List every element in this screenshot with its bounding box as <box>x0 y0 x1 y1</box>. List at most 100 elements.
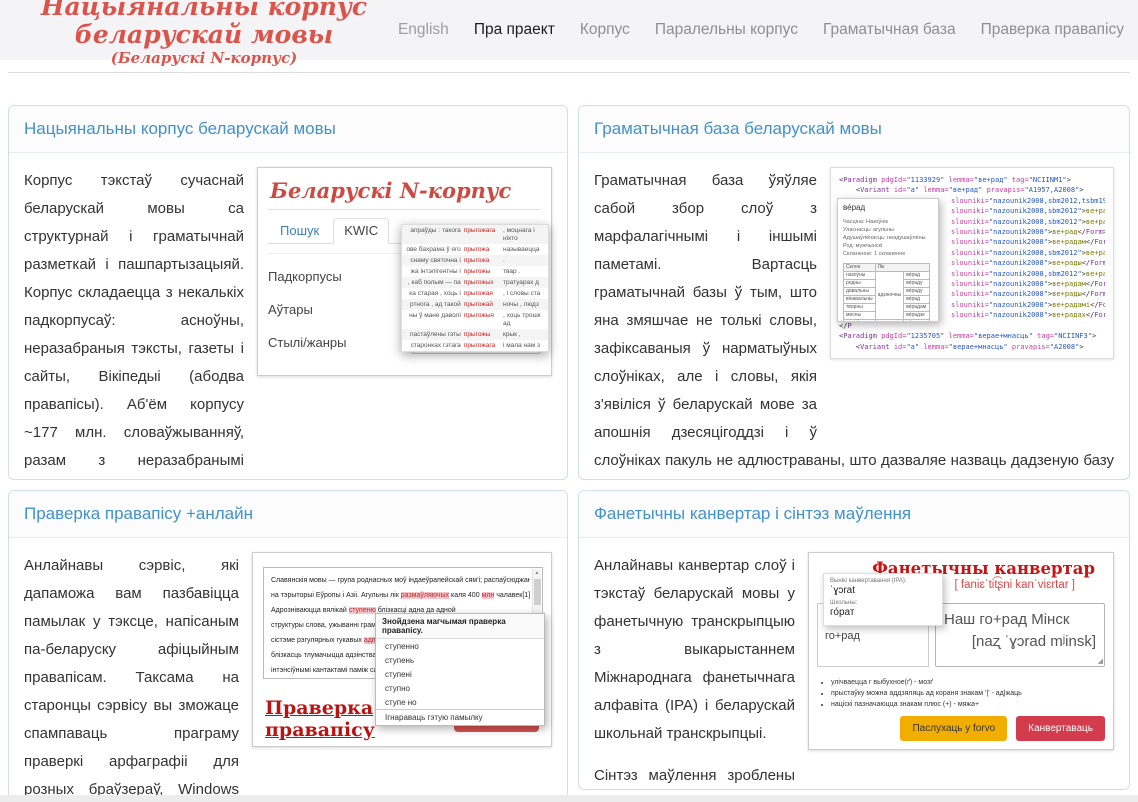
school-result-label: Школьны: <box>830 600 858 606</box>
hint-item: націскі пазначаюцца знакам плюс (+) - мя… <box>831 699 1107 710</box>
phonetic-logo-ipa: [ faniɛˈtit͡ʂni kanˈviɛrtar ] <box>954 579 1075 591</box>
misspelled-word: млн <box>481 592 495 599</box>
dict-prop: Часціна: Назоўнік <box>843 219 888 225</box>
phonetic-description: Анлайнавы канвертар слоў і тэкстаў белар… <box>594 557 795 742</box>
nav-parallel-corpus[interactable]: Паралельны корпус <box>654 21 799 38</box>
code-line: <Variant id="a" lemma="ве+рад" pravapis=… <box>839 186 1084 195</box>
code-line: slouniki="nazounik2008,sbm2012">ве+раду<… <box>951 217 1105 226</box>
text-line: блізкасць тлумачыцца адзінствам паходжан… <box>271 652 426 659</box>
spellcheck-description: Анлайнавы сэрвіс, які дапаможа вам пазба… <box>24 557 239 798</box>
scroll-thumb <box>534 579 541 605</box>
kwic-row: ртнога , ад такой прыгожай ночы , людз <box>402 299 548 310</box>
code-line: slouniki="nazounik2008">ве+радам</Form> <box>951 238 1105 247</box>
hint-item: улічваецца г выбухное(ґ) - мозґ <box>831 677 1107 688</box>
dict-prop: Уласнасць: агульны <box>843 227 894 233</box>
scroll-up-icon: ▲ <box>534 570 540 576</box>
sample-text: Наш го+рад Мінск <box>944 611 1070 628</box>
panel-spellcheck: Праверка правапісу +анлайн Славянскія мо… <box>8 490 568 802</box>
panel-phonetic: Фанетычны канвертар і сінтэз маўлення Фа… <box>578 490 1130 790</box>
panels-grid: Нацыянальны корпус беларускай мовы Белар… <box>8 105 1130 802</box>
phonetic-card: Фанетычны канвертар [ faniɛˈtit͡ʂni kanˈ… <box>808 552 1114 750</box>
corpus-screenshot[interactable]: Беларускі N-корпус Пошук KWIC Кластар Па… <box>257 167 552 376</box>
code-line: <Variant id="a" lemma="верае+мнасць" pra… <box>839 342 1084 351</box>
kwic-row: снаму святочна і прыгожа. <box>402 255 548 266</box>
tab-kwic: KWIC <box>333 218 390 244</box>
kwic-row: ка старая , хоць і прыгожая, і словы ста <box>409 289 541 297</box>
phonetic-description-2: Сінтэз маўлення зроблены на падставе бел… <box>594 767 795 784</box>
main-nav: English Пра праект Корпус Паралельны кор… <box>398 21 1124 39</box>
misspelled-word: размаўляючых <box>400 592 450 599</box>
kwic-row: старонках гэтага прыгожага і мала нам з <box>410 341 540 349</box>
suggestion-option: ступно <box>385 683 410 693</box>
tab-search: Пошук <box>280 223 320 238</box>
panel-spellcheck-body: Славянскія мовы — група роднасных моў ін… <box>9 538 567 802</box>
suggestion-option: ступень <box>385 655 415 665</box>
nav-corpus[interactable]: Корпус <box>579 21 630 38</box>
declension-table: Склон Лік назоўны адзіночны ве́рад родны ве́… <box>843 263 931 321</box>
dict-prop: Скланенне: 1 скланенне <box>843 251 906 257</box>
suggestion-option: ступенно <box>385 641 419 651</box>
ipa-result-label: Вынікі канвертавання (IPA): <box>830 578 907 584</box>
conversion-results-popup: Вынікі канвертавання (IPA): ˈɣɔrat Школь… <box>823 573 943 626</box>
grammar-description: Граматычная база ўяўляе сабой збор слоў … <box>594 172 1114 469</box>
kwic-row: , каб полым — па прыгожых тратуарах д <box>402 277 548 288</box>
dict-prop: Адушаўлёнасць: неадушаўлёны <box>843 235 926 241</box>
xml-code-card: <Paradigm pdgId="1133929" lemma="ве+рад"… <box>830 167 1114 359</box>
dictionary-popup: ве́рад Часціна: Назоўнік Уласнасць: агул… <box>837 198 939 322</box>
resize-handle-icon: ◢ <box>1097 658 1103 665</box>
code-line: slouniki="nazounik2008,sbm2012">ве+радаў… <box>951 269 1105 278</box>
code-line: slouniki="nazounik2008">ве+радам</Form> <box>951 280 1105 289</box>
code-line: slouniki="nazounik2008,sbm2012">ве+раду<… <box>951 207 1105 216</box>
text-line: на тэрыторыі Еўропы і Азіі. Агульны лік … <box>271 592 530 599</box>
spellcheck-card: Славянскія мовы — група роднасных моў ін… <box>252 552 552 747</box>
text-line: структуры слова, ужыванні граматычных ка… <box>271 622 439 629</box>
nav-english[interactable]: English <box>397 21 449 38</box>
panel-corpus-title: Нацыянальны корпус беларускай мовы <box>9 106 567 153</box>
spellcheck-logo: Праверка правапісу <box>265 697 375 741</box>
subcorpus-label: Падкорпусы <box>268 268 342 284</box>
nav-spellcheck[interactable]: Праверка правапісу <box>980 21 1124 38</box>
panel-grammar-title: Граматычная база беларускай мовы <box>579 106 1129 153</box>
authors-label: Аўтары <box>268 301 313 317</box>
logo-subtitle: (Беларускі N-корпус) <box>110 49 298 67</box>
nkorpus-search-card: Беларускі N-корпус Пошук KWIC Кластар Па… <box>257 167 552 376</box>
nav-grammar-base[interactable]: Граматычная база <box>823 21 956 38</box>
panel-phonetic-body: Фанетычны канвертар [ faniɛˈtit͡ʂni kanˈ… <box>579 538 1129 789</box>
dict-prop: Род: мужчынскі <box>843 243 883 249</box>
nav-about-project[interactable]: Пра праект <box>473 21 555 38</box>
header-divider <box>8 72 1130 73</box>
phonetic-screenshot[interactable]: Фанетычны канвертар [ faniɛˈtit͡ʂni kanˈ… <box>808 552 1114 750</box>
ipa-result-value: ˈɣɔrat <box>830 585 856 596</box>
phonetic-buttons: Паслухаць у forvo Канвертаваць <box>900 716 1105 741</box>
kwic-row: апраўды : такога прыгожага, моцнага і ніх… <box>402 225 548 244</box>
panel-corpus: Нацыянальны корпус беларускай мовы Белар… <box>8 105 568 480</box>
code-line: slouniki="nazounik2008">ве+рад</Form> <box>951 228 1105 237</box>
panel-phonetic-title: Фанетычны канвертар і сінтэз маўлення <box>579 491 1129 538</box>
text-line: інтэнсіўнымі кантактамі паміж сабой <box>271 667 390 674</box>
hint-item: прыстаўку можна аддзяляць ад кораня знак… <box>831 688 1107 699</box>
convert-button: Канвертаваць <box>1016 716 1105 741</box>
corpus-description: Корпус тэкстаў сучаснай беларускай мовы … <box>24 172 244 469</box>
styles-label: Стылі/жанры <box>268 334 347 350</box>
panel-grammar-body: <Paradigm pdgId="1133929" lemma="ве+рад"… <box>579 153 1129 479</box>
site-logo[interactable]: Нацыянальны корпус беларускай мовы (Бела… <box>10 0 398 67</box>
code-line: slouniki="nazounik2008,sbm2012,tsbm1984"… <box>951 196 1105 205</box>
site-header: Нацыянальны корпус беларускай мовы (Бела… <box>0 0 1138 67</box>
code-line: slouniki="nazounik2008">ве+радамі</Form> <box>951 300 1105 309</box>
spellcheck-screenshot[interactable]: Славянскія мовы — група роднасных моў ін… <box>252 552 552 747</box>
text-input-box: Наш го+рад Мінск [naʐ ˈɣɔrad mʲinsk] ◢ <box>935 603 1105 667</box>
code-line: slouniki="nazounik2008">ве+радах</Form> <box>951 311 1105 320</box>
forvo-button: Паслухаць у forvo <box>900 716 1008 741</box>
text-line: Славянскія мовы — група роднасных моў ін… <box>271 577 530 584</box>
grammar-screenshot[interactable]: <Paradigm pdgId="1133929" lemma="ве+рад"… <box>830 167 1114 359</box>
school-result-value: го́рат <box>830 607 855 618</box>
code-line: slouniki="nazounik2008">ве+рады</Form> <box>951 290 1105 299</box>
sample-transcription: [naʐ ˈɣɔrad mʲinsk] <box>971 633 1096 650</box>
kwic-results-popup: апраўды : такога прыгожага, моцнага і ніх… <box>401 224 549 352</box>
kwic-row: ны ў мане даволі прыгожыя, хоць трошк ад <box>409 311 541 327</box>
code-line: <Paradigm pdgId="1133929" lemma="ве+рад"… <box>839 176 1071 184</box>
kwic-row: пастаўлены гэты прыгожы крык , <box>402 329 548 340</box>
misspelled-word: адпа <box>363 637 380 644</box>
code-line: slouniki="nazounik2008">ве+рады</Form> <box>951 259 1105 268</box>
